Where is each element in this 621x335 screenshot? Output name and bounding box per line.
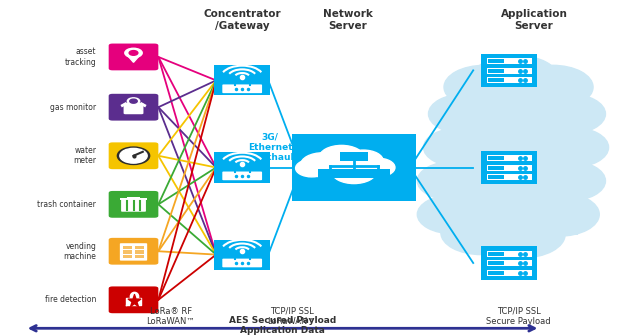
Circle shape [360, 158, 395, 177]
Bar [488, 166, 504, 170]
Text: gas monitor: gas monitor [50, 103, 96, 112]
Text: Application
Server: Application Server [501, 9, 568, 31]
Circle shape [296, 159, 328, 177]
Circle shape [424, 128, 496, 167]
Bar [488, 175, 504, 179]
Circle shape [332, 159, 376, 184]
FancyBboxPatch shape [109, 44, 158, 70]
Bar [488, 156, 504, 160]
Circle shape [534, 127, 609, 168]
Circle shape [444, 65, 525, 109]
FancyBboxPatch shape [120, 243, 147, 261]
FancyBboxPatch shape [487, 68, 532, 74]
FancyBboxPatch shape [487, 77, 532, 83]
Bar [135, 246, 144, 249]
FancyBboxPatch shape [487, 251, 532, 257]
FancyBboxPatch shape [109, 238, 158, 265]
Bar [123, 246, 132, 249]
Circle shape [417, 161, 489, 200]
Bar [488, 252, 504, 256]
Text: AES Secured Payload
Application Data: AES Secured Payload Application Data [229, 316, 336, 335]
Polygon shape [127, 299, 140, 304]
FancyBboxPatch shape [214, 65, 270, 95]
FancyBboxPatch shape [487, 165, 532, 171]
Text: water
meter: water meter [73, 146, 96, 165]
Bar [488, 59, 504, 63]
Polygon shape [127, 55, 140, 62]
Bar [472, 74, 578, 234]
Text: TCP/IP SSL
Secure Payload: TCP/IP SSL Secure Payload [486, 307, 551, 326]
Bar [292, 134, 416, 201]
Text: asset
tracking: asset tracking [65, 47, 96, 67]
Text: vending
machine: vending machine [63, 242, 96, 261]
Text: TCP/IP SSL
LoRaWAN™: TCP/IP SSL LoRaWAN™ [268, 307, 316, 326]
Circle shape [531, 94, 605, 134]
Text: LoRa® RF
LoRaWAN™: LoRa® RF LoRaWAN™ [147, 307, 195, 326]
Bar [127, 197, 140, 199]
Circle shape [343, 150, 383, 172]
FancyBboxPatch shape [124, 103, 143, 114]
FancyBboxPatch shape [109, 286, 158, 313]
Circle shape [319, 145, 364, 170]
Circle shape [428, 94, 503, 134]
Text: 3G/
Ethernet
Backhaul: 3G/ Ethernet Backhaul [247, 133, 294, 162]
Bar [365, 169, 390, 178]
FancyBboxPatch shape [214, 240, 270, 270]
Circle shape [301, 153, 345, 177]
FancyBboxPatch shape [487, 260, 532, 266]
Circle shape [478, 211, 565, 258]
Bar [488, 271, 504, 275]
Circle shape [117, 147, 150, 164]
Circle shape [120, 148, 147, 163]
Bar [481, 54, 537, 87]
FancyBboxPatch shape [487, 58, 532, 64]
FancyBboxPatch shape [214, 152, 270, 183]
FancyBboxPatch shape [487, 155, 532, 161]
FancyBboxPatch shape [222, 172, 262, 180]
Bar [488, 261, 504, 265]
Circle shape [472, 55, 559, 102]
FancyBboxPatch shape [109, 94, 158, 121]
Circle shape [441, 211, 522, 255]
Circle shape [512, 65, 593, 109]
FancyBboxPatch shape [109, 191, 158, 218]
Bar [123, 250, 132, 254]
Text: Network
Server: Network Server [323, 9, 373, 31]
Text: fire detection: fire detection [45, 295, 96, 304]
Bar [488, 69, 504, 73]
Bar [481, 246, 537, 280]
Circle shape [127, 98, 140, 105]
Bar [481, 151, 537, 184]
Bar [318, 169, 343, 178]
Bar [123, 255, 132, 258]
FancyBboxPatch shape [487, 174, 532, 180]
Text: Concentrator
/Gateway: Concentrator /Gateway [204, 9, 281, 31]
FancyBboxPatch shape [487, 270, 532, 276]
Bar [342, 169, 366, 178]
FancyBboxPatch shape [109, 142, 158, 169]
Circle shape [125, 48, 142, 58]
Circle shape [129, 51, 138, 55]
Circle shape [417, 195, 489, 234]
Circle shape [531, 161, 605, 201]
Circle shape [130, 99, 137, 103]
Bar [340, 152, 368, 161]
Bar [135, 250, 144, 254]
Text: trash container: trash container [37, 200, 96, 209]
FancyBboxPatch shape [121, 200, 146, 212]
Bar [135, 255, 144, 258]
Bar [488, 78, 504, 82]
FancyBboxPatch shape [222, 259, 262, 267]
Circle shape [519, 193, 599, 236]
FancyBboxPatch shape [222, 84, 262, 93]
Bar [120, 198, 147, 200]
